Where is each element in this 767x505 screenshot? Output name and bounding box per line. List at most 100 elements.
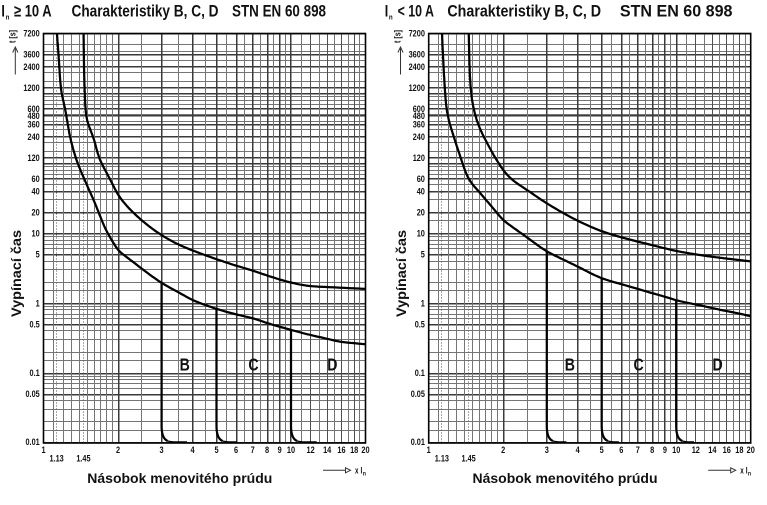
- svg-text:360: 360: [413, 120, 425, 130]
- svg-text:3: 3: [160, 445, 164, 455]
- svg-text:7200: 7200: [409, 29, 425, 39]
- svg-text:x: x: [740, 465, 744, 475]
- svg-text:240: 240: [413, 132, 425, 142]
- svg-text:7: 7: [636, 445, 640, 455]
- svg-text:D: D: [327, 355, 337, 375]
- svg-text:600: 600: [28, 104, 40, 114]
- svg-text:I: I: [1, 3, 5, 21]
- svg-text:t [s]: t [s]: [393, 30, 403, 43]
- svg-text:60: 60: [417, 174, 425, 184]
- svg-text:10: 10: [287, 445, 295, 455]
- svg-text:t [s]: t [s]: [7, 30, 17, 43]
- svg-text:2: 2: [116, 445, 120, 455]
- svg-text:5: 5: [421, 249, 425, 259]
- svg-text:≥ 10 A: ≥ 10 A: [14, 3, 52, 21]
- svg-text:Vypínací čas: Vypínací čas: [394, 230, 409, 317]
- svg-text:480: 480: [28, 111, 40, 121]
- svg-text:120: 120: [413, 153, 425, 163]
- svg-text:600: 600: [413, 104, 425, 114]
- svg-text:3600: 3600: [23, 50, 39, 60]
- svg-text:n: n: [748, 471, 751, 478]
- svg-text:1.13: 1.13: [435, 453, 449, 463]
- svg-text:0.01: 0.01: [26, 437, 40, 447]
- svg-text:8: 8: [265, 445, 269, 455]
- svg-text:4: 4: [576, 445, 580, 455]
- svg-text:12: 12: [692, 445, 700, 455]
- svg-text:6: 6: [234, 445, 238, 455]
- svg-text:I: I: [385, 3, 389, 21]
- svg-text:C: C: [248, 355, 258, 375]
- svg-text:10: 10: [417, 228, 425, 238]
- svg-text:14: 14: [708, 445, 716, 455]
- svg-text:18: 18: [350, 445, 358, 455]
- svg-text:1200: 1200: [409, 83, 425, 93]
- svg-text:20: 20: [747, 445, 755, 455]
- svg-text:40: 40: [417, 186, 425, 196]
- svg-text:I: I: [746, 465, 748, 475]
- svg-text:3: 3: [545, 445, 549, 455]
- svg-text:STN EN 60 898: STN EN 60 898: [620, 3, 733, 21]
- svg-text:Charakteristiky B, C, D: Charakteristiky B, C, D: [72, 3, 219, 21]
- svg-text:Vypínací čas: Vypínací čas: [9, 230, 24, 317]
- svg-text:0.5: 0.5: [415, 319, 425, 329]
- svg-text:1.45: 1.45: [462, 453, 476, 463]
- svg-text:9: 9: [663, 445, 667, 455]
- svg-text:1: 1: [36, 298, 40, 308]
- svg-text:10: 10: [672, 445, 680, 455]
- svg-text:1: 1: [421, 298, 425, 308]
- svg-text:B: B: [565, 355, 575, 375]
- svg-text:n: n: [389, 13, 393, 22]
- svg-text:2: 2: [501, 445, 505, 455]
- svg-text:Násobok menovitého prúdu: Násobok menovitého prúdu: [473, 470, 658, 486]
- svg-text:60: 60: [32, 174, 40, 184]
- svg-text:1200: 1200: [23, 83, 39, 93]
- svg-text:D: D: [713, 355, 723, 375]
- svg-text:0.5: 0.5: [30, 319, 40, 329]
- svg-text:360: 360: [28, 120, 40, 130]
- svg-text:STN EN 60 898: STN EN 60 898: [232, 3, 326, 21]
- svg-text:Charakteristiky B, C, D: Charakteristiky B, C, D: [447, 3, 601, 21]
- svg-text:40: 40: [32, 186, 40, 196]
- svg-text:0.05: 0.05: [26, 389, 40, 399]
- svg-text:7200: 7200: [23, 29, 39, 39]
- svg-text:1: 1: [41, 445, 45, 455]
- svg-text:20: 20: [32, 207, 40, 217]
- svg-text:5: 5: [36, 249, 40, 259]
- svg-text:16: 16: [723, 445, 731, 455]
- svg-text:480: 480: [413, 111, 425, 121]
- svg-text:5: 5: [214, 445, 218, 455]
- svg-text:2400: 2400: [409, 62, 425, 72]
- svg-text:0.1: 0.1: [30, 368, 40, 378]
- svg-text:Násobok menovitého prúdu: Násobok menovitého prúdu: [87, 470, 272, 486]
- svg-text:6: 6: [619, 445, 623, 455]
- svg-text:8: 8: [650, 445, 654, 455]
- svg-text:B: B: [180, 355, 190, 375]
- svg-text:7: 7: [251, 445, 255, 455]
- svg-text:12: 12: [306, 445, 314, 455]
- svg-text:1.13: 1.13: [50, 453, 64, 463]
- svg-text:x: x: [355, 465, 359, 475]
- svg-text:3600: 3600: [409, 50, 425, 60]
- svg-text:20: 20: [417, 207, 425, 217]
- svg-text:5: 5: [600, 445, 604, 455]
- svg-text:n: n: [6, 13, 10, 22]
- svg-text:16: 16: [337, 445, 345, 455]
- svg-text:4: 4: [190, 445, 194, 455]
- svg-text:240: 240: [28, 132, 40, 142]
- svg-text:1: 1: [427, 445, 431, 455]
- svg-text:0.05: 0.05: [411, 389, 425, 399]
- svg-text:1.45: 1.45: [76, 453, 90, 463]
- svg-text:120: 120: [28, 153, 40, 163]
- svg-text:18: 18: [735, 445, 743, 455]
- svg-text:10: 10: [32, 228, 40, 238]
- svg-text:C: C: [634, 355, 644, 375]
- svg-text:2400: 2400: [23, 62, 39, 72]
- svg-text:0.01: 0.01: [411, 437, 425, 447]
- svg-text:14: 14: [323, 445, 331, 455]
- svg-text:< 10 A: < 10 A: [398, 3, 434, 21]
- svg-text:I: I: [361, 465, 363, 475]
- svg-text:9: 9: [278, 445, 282, 455]
- svg-text:n: n: [363, 471, 366, 478]
- svg-text:0.1: 0.1: [415, 368, 425, 378]
- svg-text:20: 20: [361, 445, 369, 455]
